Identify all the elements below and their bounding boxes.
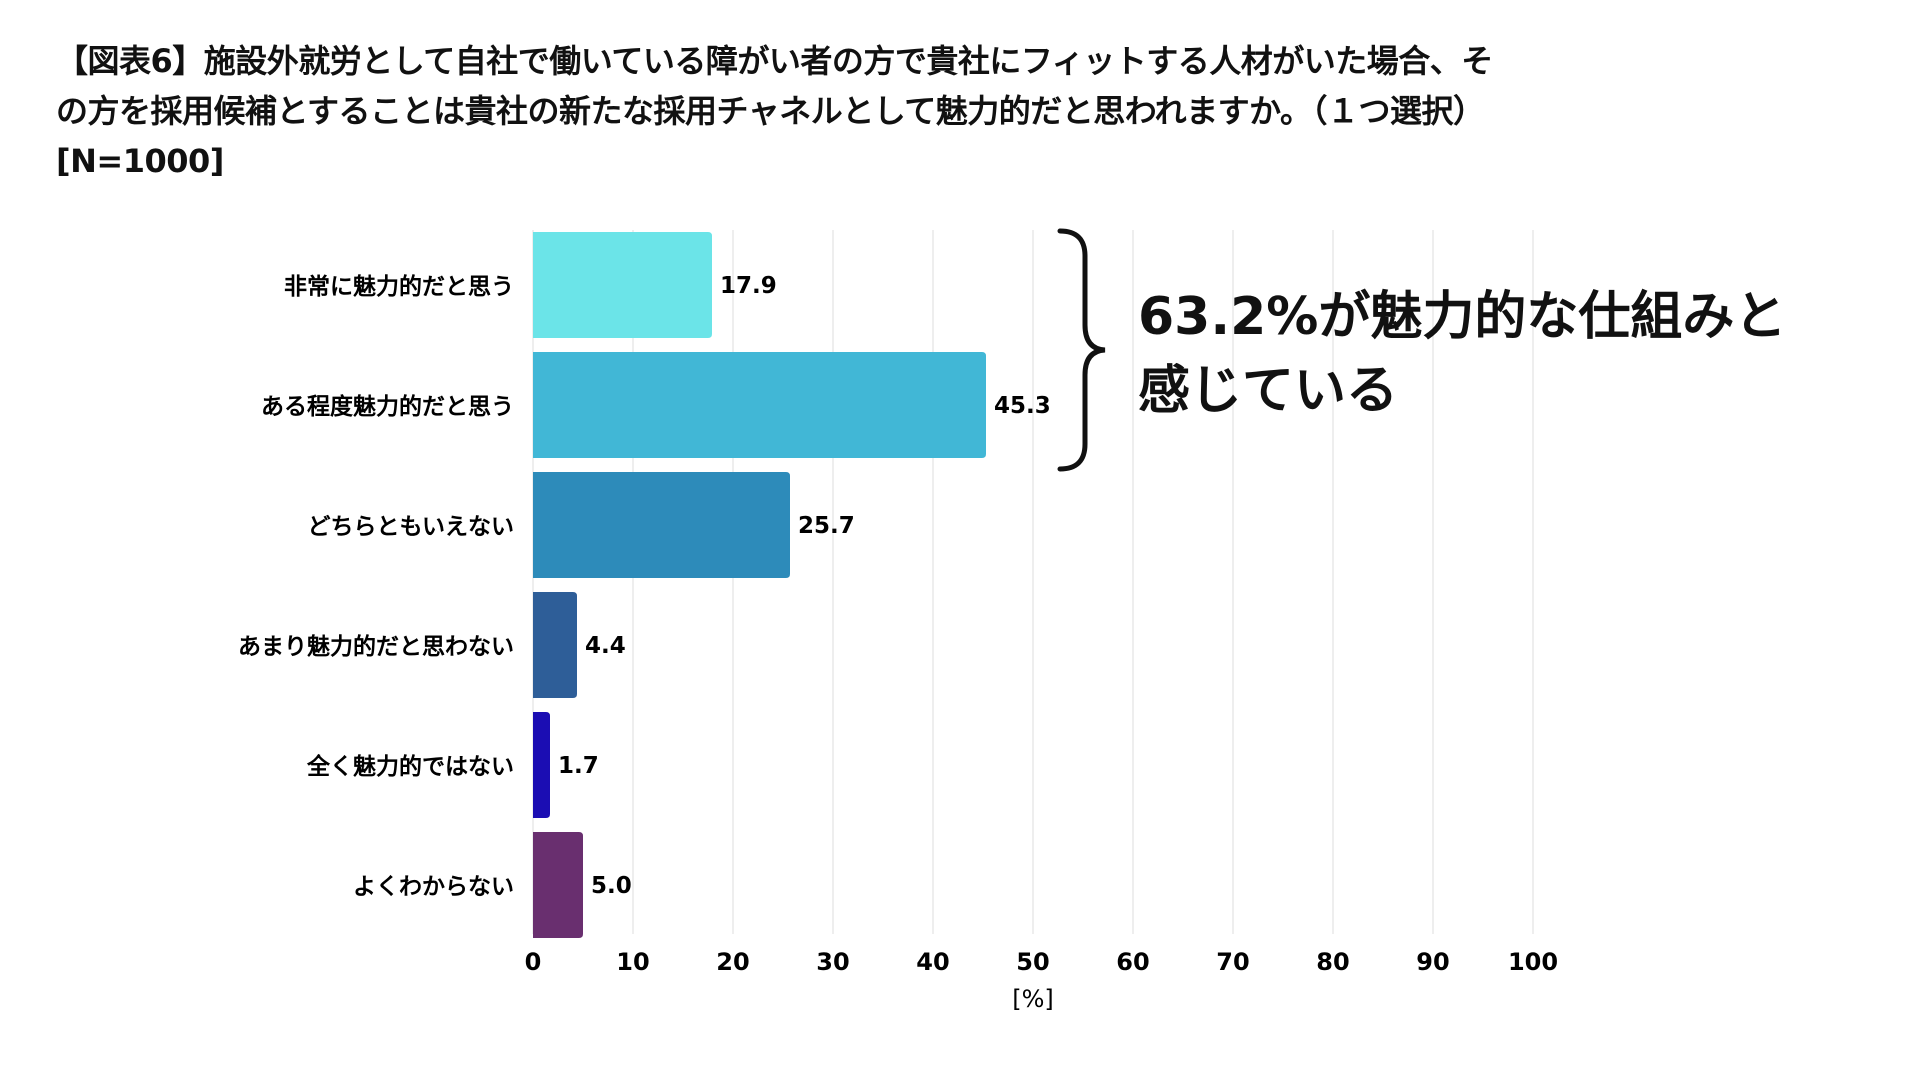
category-label: 非常に魅力的だと思う [284, 273, 514, 300]
annotation-line: 感じている [1138, 361, 1399, 421]
annotation: 63.2%が魅力的な仕組みと 感じている [1138, 280, 1786, 428]
annotation-line: 63.2%が魅力的な仕組みと [1138, 287, 1787, 347]
category-label: あまり魅力的だと思わない [238, 633, 514, 660]
x-tick-label: 20 [716, 948, 749, 976]
category-label: よくわからない [353, 874, 514, 900]
x-tick-label: 40 [916, 948, 949, 976]
x-axis-label: [%] [1012, 985, 1054, 1013]
x-tick-label: 100 [1508, 948, 1558, 976]
brace-icon [1057, 228, 1106, 472]
bar [533, 832, 583, 938]
x-tick-label: 10 [616, 948, 649, 976]
x-tick-label: 30 [816, 948, 849, 976]
title-line: 【図表6】施設外就労として自社で働いている障がい者の方で貴社にフィットする人材が… [56, 42, 1493, 80]
data-label: 45.3 [994, 393, 1051, 419]
x-tick-label: 70 [1216, 948, 1249, 976]
bar [533, 472, 790, 578]
title-line: の方を採用候補とすることは貴社の新たな採用チャネルとして魅力的だと思われますか。… [56, 92, 1485, 130]
chart-title: 【図表6】施設外就労として自社で働いている障がい者の方で貴社にフィットする人材が… [56, 36, 1756, 186]
data-label: 4.4 [585, 633, 626, 659]
data-label: 17.9 [720, 273, 777, 299]
data-label: 25.7 [798, 513, 855, 539]
x-tick-label: 90 [1416, 948, 1449, 976]
bar [533, 232, 712, 338]
bar [533, 592, 577, 698]
category-label: どちらともいえない [307, 514, 514, 540]
title-line: [N=1000] [56, 142, 224, 180]
data-label: 5.0 [591, 873, 632, 899]
x-tick-label: 50 [1016, 948, 1049, 976]
x-tick-label: 80 [1316, 948, 1349, 976]
x-tick-label: 60 [1116, 948, 1149, 976]
x-tick-label: 0 [525, 948, 542, 976]
data-label: 1.7 [558, 753, 599, 779]
category-label: 全く魅力的ではない [306, 753, 514, 780]
bar [533, 712, 550, 818]
category-label: ある程度魅力的だと思う [261, 393, 514, 420]
bar [533, 352, 986, 458]
